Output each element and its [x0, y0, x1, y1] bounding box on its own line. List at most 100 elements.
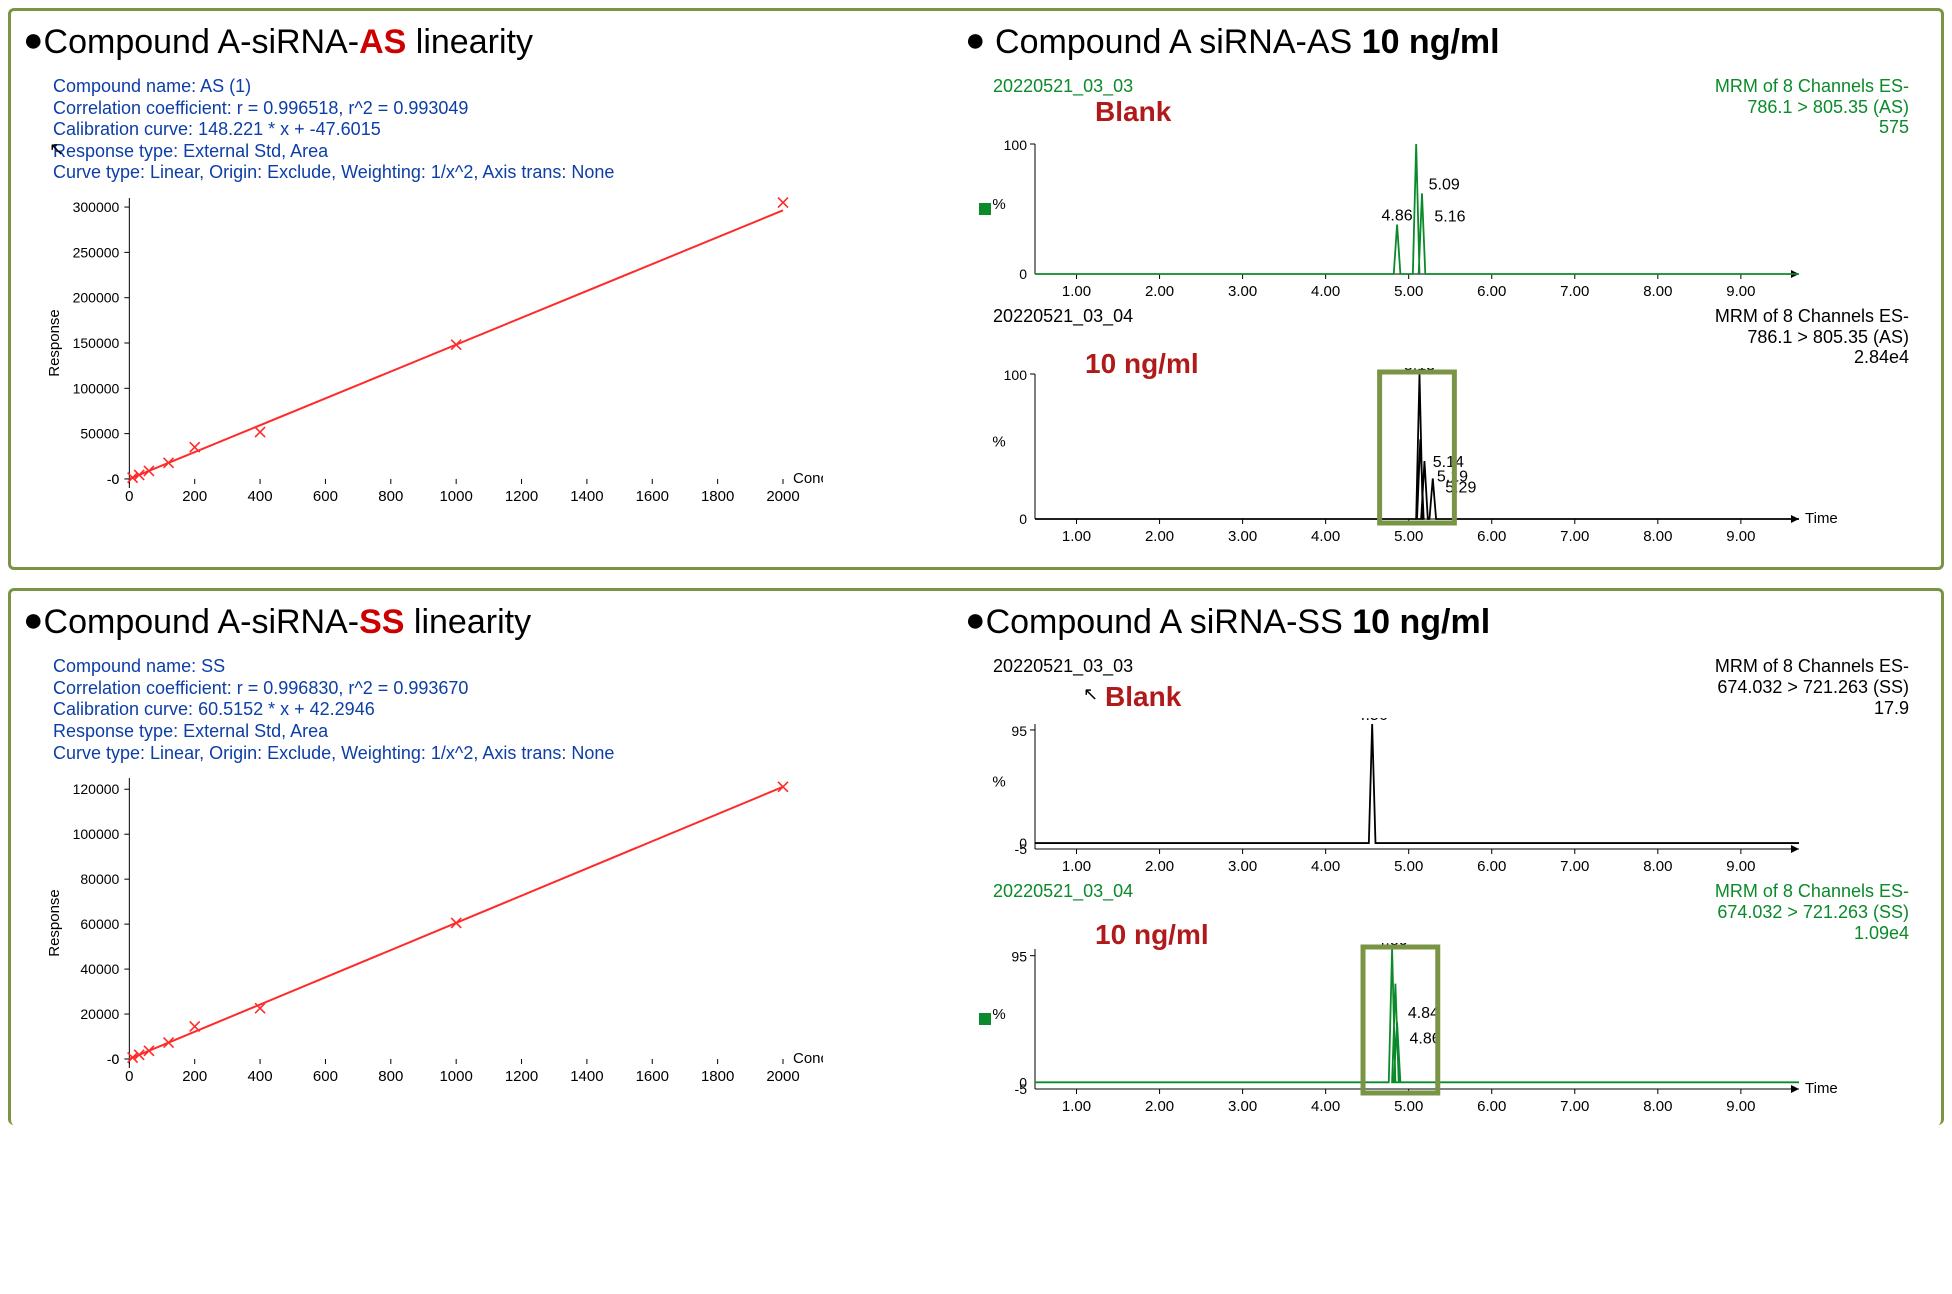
svg-text:0: 0 [1019, 511, 1027, 527]
cal-line: Curve type: Linear, Origin: Exclude, Wei… [53, 162, 941, 184]
cal-line: Response type: External Std, Area [53, 141, 941, 163]
svg-text:0: 0 [125, 488, 133, 505]
svg-text:2000: 2000 [766, 488, 799, 505]
mrm-line: 786.1 > 805.35 (AS) [1747, 97, 1909, 117]
ss-chrom-stack: 20220521_03_03 MRM of 8 Channels ES- 674… [965, 656, 1929, 1121]
cal-line: Correlation coefficient: r = 0.996830, r… [53, 678, 941, 700]
svg-text:9.00: 9.00 [1726, 1098, 1755, 1115]
svg-text:Time: Time [1805, 1080, 1838, 1097]
svg-text:20000: 20000 [80, 1006, 119, 1022]
svg-text:400: 400 [248, 488, 273, 505]
svg-text:6.00: 6.00 [1477, 283, 1506, 300]
svg-text:1.00: 1.00 [1062, 528, 1091, 545]
svg-text:800: 800 [378, 488, 403, 505]
svg-text:800: 800 [378, 1068, 403, 1085]
svg-text:1000: 1000 [439, 1068, 472, 1085]
cal-line: Calibration curve: 60.5152 * x + 42.2946 [53, 699, 941, 721]
mrm-info: MRM of 8 Channels ES- 674.032 > 721.263 … [1715, 656, 1909, 718]
svg-text:%: % [992, 1006, 1005, 1023]
svg-text:3.00: 3.00 [1228, 858, 1257, 875]
mrm-line: 1.09e4 [1854, 923, 1909, 943]
svg-text:1600: 1600 [636, 1068, 669, 1085]
svg-text:2.00: 2.00 [1145, 1098, 1174, 1115]
ss-cal-text: Compound name: SS Correlation coefficien… [53, 656, 941, 764]
svg-text:4.86: 4.86 [1382, 208, 1413, 225]
ss-linearity-col: ●Compound A-siRNA-SS linearity Compound … [23, 599, 941, 1121]
svg-text:100000: 100000 [73, 826, 120, 842]
svg-text:Conc: Conc [793, 470, 823, 487]
as-blank-chrom: 20220521_03_03 MRM of 8 Channels ES- 786… [965, 76, 1929, 306]
svg-text:95: 95 [1011, 949, 1027, 965]
svg-text:600: 600 [313, 488, 338, 505]
svg-text:9.00: 9.00 [1726, 858, 1755, 875]
svg-text:1600: 1600 [636, 488, 669, 505]
svg-text:50000: 50000 [80, 426, 119, 442]
as-chrom-stack: 20220521_03_03 MRM of 8 Channels ES- 786… [965, 76, 1929, 551]
svg-text:5.29: 5.29 [1445, 480, 1476, 497]
ss-linearity-chart: 0200400600800100012001400160018002000020… [43, 768, 941, 1118]
svg-text:1000: 1000 [439, 488, 472, 505]
svg-text:80000: 80000 [80, 871, 119, 887]
cal-line: Compound name: SS [53, 656, 941, 678]
svg-text:0: 0 [125, 1068, 133, 1085]
cursor-icon: ↖ [49, 139, 64, 160]
svg-text:300000: 300000 [73, 199, 120, 215]
mrm-line: 674.032 > 721.263 (SS) [1717, 902, 1909, 922]
as-linearity-col: ●Compound A-siRNA-AS linearity Compound … [23, 19, 941, 551]
mrm-line: MRM of 8 Channels ES- [1715, 76, 1909, 96]
svg-text:-5: -5 [1015, 841, 1028, 857]
svg-text:Time: Time [1805, 510, 1838, 527]
svg-text:1200: 1200 [505, 488, 538, 505]
sample-id: 20220521_03_04 [993, 306, 1133, 327]
svg-text:2.00: 2.00 [1145, 528, 1174, 545]
mrm-line: MRM of 8 Channels ES- [1715, 656, 1909, 676]
svg-text:1200: 1200 [505, 1068, 538, 1085]
panel-as-block: ●Compound A-siRNA-AS linearity Compound … [8, 8, 1944, 570]
svg-text:250000: 250000 [73, 244, 120, 260]
svg-text:Response: Response [46, 889, 63, 957]
svg-text:4.56: 4.56 [1357, 718, 1388, 724]
as-linearity-chart: 0200400600800100012001400160018002000050… [43, 188, 941, 538]
svg-text:%: % [992, 196, 1005, 213]
ss-heading-post: linearity [404, 603, 531, 641]
blank-label: Blank [1095, 96, 1171, 128]
as-heading-pre: Compound A-siRNA- [44, 23, 360, 61]
svg-text:5.00: 5.00 [1394, 1098, 1423, 1115]
as-chrom-heading: ● Compound A siRNA-AS 10 ng/ml Compound … [965, 21, 1929, 62]
sample-label: 10 ng/ml [1085, 348, 1199, 380]
svg-text:9.00: 9.00 [1726, 283, 1755, 300]
svg-text:-0: -0 [107, 1051, 120, 1067]
mrm-line: 575 [1879, 117, 1909, 137]
svg-text:0: 0 [1019, 266, 1027, 282]
svg-text:3.00: 3.00 [1228, 283, 1257, 300]
cal-line: Compound name: AS (1) [53, 76, 941, 98]
ss-blank-chrom: 20220521_03_03 MRM of 8 Channels ES- 674… [965, 656, 1929, 881]
svg-text:600: 600 [313, 1068, 338, 1085]
svg-text:4.00: 4.00 [1311, 283, 1340, 300]
svg-text:40000: 40000 [80, 961, 119, 977]
svg-text:5.16: 5.16 [1434, 209, 1465, 226]
svg-text:1800: 1800 [701, 1068, 734, 1085]
sample-id: 20220521_03_03 [993, 76, 1133, 97]
svg-text:2000: 2000 [766, 1068, 799, 1085]
ss-chrom-heading: ●Compound A siRNA-SS 10 ng/ml [965, 601, 1929, 642]
svg-text:2.00: 2.00 [1145, 858, 1174, 875]
svg-text:8.00: 8.00 [1643, 528, 1672, 545]
svg-text:4.00: 4.00 [1311, 858, 1340, 875]
cal-line: Correlation coefficient: r = 0.996518, r… [53, 98, 941, 120]
svg-text:4.84: 4.84 [1408, 1005, 1439, 1022]
mrm-line: 2.84e4 [1854, 347, 1909, 367]
svg-text:4.00: 4.00 [1311, 528, 1340, 545]
mrm-line: 674.032 > 721.263 (SS) [1717, 677, 1909, 697]
svg-text:100: 100 [1004, 368, 1028, 383]
svg-text:1.00: 1.00 [1062, 1098, 1091, 1115]
mrm-info: MRM of 8 Channels ES- 786.1 > 805.35 (AS… [1715, 306, 1909, 368]
svg-text:5.09: 5.09 [1429, 177, 1460, 194]
mrm-line: MRM of 8 Channels ES- [1715, 881, 1909, 901]
svg-text:1800: 1800 [701, 488, 734, 505]
svg-text:100000: 100000 [73, 380, 120, 396]
svg-text:-5: -5 [1015, 1081, 1028, 1097]
cursor-icon: ↖ [1083, 684, 1098, 705]
as-sample-chrom: 20220521_03_04 MRM of 8 Channels ES- 786… [965, 306, 1929, 551]
svg-text:-0: -0 [107, 471, 120, 487]
